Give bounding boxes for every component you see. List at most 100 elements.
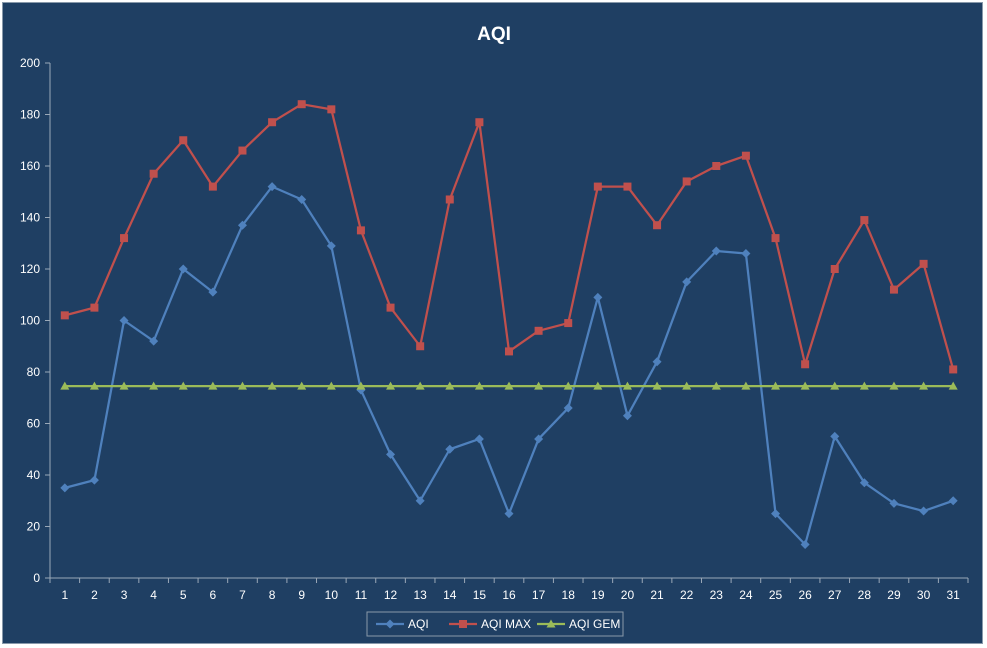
data-point-aqi — [711, 246, 721, 256]
x-tick-label: 28 — [858, 588, 872, 602]
data-point-aqi-gem — [326, 381, 336, 390]
legend: AQI AQI MAX AQI GEM — [366, 611, 624, 637]
x-tick-label: 10 — [325, 588, 339, 602]
legend-label: AQI GEM — [569, 617, 620, 631]
data-point-aqi-gem — [208, 381, 218, 390]
legend-label: AQI — [408, 617, 429, 631]
y-tick-label: 180 — [20, 108, 40, 122]
data-point-aqi-gem — [889, 381, 899, 390]
x-tick-label: 22 — [680, 588, 694, 602]
legend-entry-aqi: AQI — [376, 617, 429, 631]
data-point-aqi — [859, 478, 869, 488]
x-tick-label: 27 — [828, 588, 842, 602]
data-point-aqi-max — [593, 182, 602, 191]
data-point-aqi-gem — [771, 381, 781, 390]
data-point-aqi-max — [919, 259, 928, 268]
data-point-aqi-max — [949, 365, 958, 374]
data-point-aqi-gem — [563, 381, 573, 390]
x-tick-label: 11 — [355, 588, 368, 602]
data-point-aqi-gem — [149, 381, 159, 390]
data-point-aqi — [948, 496, 958, 506]
data-point-aqi-gem — [356, 381, 366, 390]
series-aqi-gem — [60, 381, 958, 390]
data-point-aqi-max — [741, 151, 750, 160]
data-point-aqi — [682, 277, 692, 287]
x-tick-label: 14 — [443, 588, 457, 602]
data-point-aqi-max — [653, 221, 662, 230]
x-tick-label: 21 — [650, 588, 664, 602]
data-point-aqi-max — [149, 169, 158, 178]
data-point-aqi-gem — [622, 381, 632, 390]
x-tick-label: 17 — [532, 588, 546, 602]
series-layer — [60, 100, 958, 550]
series-aqi-max — [60, 100, 958, 374]
data-point-aqi-max — [505, 347, 513, 356]
data-point-aqi-gem — [415, 381, 425, 390]
x-tick-label: 6 — [210, 588, 217, 602]
data-point-aqi-max — [445, 195, 454, 204]
data-point-aqi — [474, 434, 484, 444]
data-point-aqi-max — [179, 136, 188, 145]
data-point-aqi-gem — [60, 381, 70, 390]
y-tick-label: 20 — [27, 520, 41, 534]
data-point-aqi — [771, 509, 781, 519]
x-tick-label: 2 — [91, 588, 98, 602]
data-point-aqi-max — [120, 234, 129, 243]
data-point-aqi — [119, 316, 129, 325]
legend-marker — [459, 620, 467, 628]
data-point-aqi-gem — [297, 381, 307, 390]
data-point-aqi-max — [682, 177, 691, 186]
data-point-aqi-gem — [89, 381, 99, 390]
data-point-aqi — [534, 434, 544, 444]
x-tick-label: 12 — [384, 588, 398, 602]
data-point-aqi-gem — [237, 381, 247, 390]
data-point-aqi-gem — [830, 381, 840, 390]
legend-box — [366, 611, 624, 637]
x-tick-label: 26 — [798, 588, 812, 602]
y-tick-label: 140 — [20, 211, 40, 225]
data-point-aqi — [326, 241, 336, 251]
y-tick-label: 200 — [20, 56, 40, 70]
data-point-aqi — [919, 506, 929, 516]
data-point-aqi — [830, 431, 840, 441]
data-point-aqi-max — [416, 342, 425, 351]
series-aqi — [60, 182, 958, 550]
data-point-aqi-gem — [534, 381, 544, 390]
y-tick-label: 100 — [20, 314, 40, 328]
y-tick-label: 60 — [27, 417, 41, 431]
x-tick-label: 9 — [298, 588, 305, 602]
data-point-aqi-max — [830, 265, 839, 273]
data-point-aqi-max — [771, 234, 780, 243]
data-point-aqi — [297, 194, 307, 204]
x-tick-label: 20 — [621, 588, 635, 602]
data-point-aqi-gem — [682, 381, 692, 390]
chart-title: AQI — [477, 24, 511, 45]
data-point-aqi-max — [90, 303, 99, 312]
data-point-aqi-max — [356, 226, 365, 235]
legend-marker — [546, 619, 556, 628]
data-point-aqi — [149, 336, 159, 346]
data-point-aqi-gem — [741, 381, 751, 390]
data-point-aqi-gem — [386, 381, 396, 390]
series-line-aqi-max — [64, 103, 955, 370]
x-tick-label: 13 — [413, 588, 427, 602]
legend-label: AQI MAX — [481, 617, 531, 631]
data-point-aqi — [504, 509, 514, 519]
data-point-aqi — [89, 475, 99, 485]
y-tick-label: 40 — [27, 468, 41, 482]
x-tick-label: 24 — [739, 588, 753, 602]
data-point-aqi-max — [564, 319, 573, 328]
data-point-aqi — [593, 292, 603, 302]
x-tick-label: 4 — [150, 588, 157, 602]
x-tick-label: 5 — [180, 588, 187, 602]
data-point-aqi-max — [534, 326, 543, 335]
legend-entry-aqi-gem: AQI GEM — [537, 617, 620, 631]
legend-marker — [385, 619, 395, 629]
data-point-aqi-max — [475, 118, 484, 127]
data-point-aqi-gem — [119, 381, 129, 390]
x-tick-label: 18 — [562, 588, 576, 602]
data-point-aqi-max — [860, 216, 869, 225]
data-point-aqi-gem — [267, 381, 277, 390]
data-point-aqi — [622, 411, 632, 421]
